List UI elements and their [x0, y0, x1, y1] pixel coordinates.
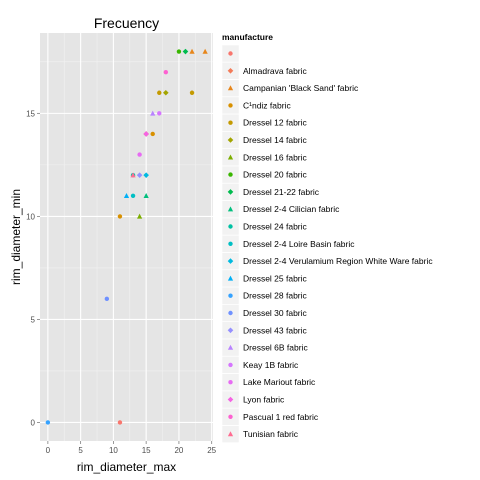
legend-marker — [228, 293, 233, 298]
legend-marker — [228, 241, 233, 246]
x-tick-label: 0 — [46, 446, 51, 455]
legend-label: Keay 1B fabric — [243, 360, 299, 370]
x-tick-label: 5 — [78, 446, 83, 455]
legend-label: Campanian 'Black Sand' fabric — [243, 83, 359, 93]
legend-marker — [228, 120, 233, 125]
y-tick-label: 10 — [26, 212, 35, 221]
data-point — [182, 48, 189, 55]
legend-marker — [227, 137, 234, 143]
legend-label: Dressel 6B fabric — [243, 343, 308, 353]
data-point — [189, 48, 195, 54]
legend-label: Almadrava fabric — [243, 66, 308, 76]
legend-label: Dressel 43 fabric — [243, 325, 308, 335]
legend-label: Dressel 14 fabric — [243, 135, 308, 145]
data-point — [130, 193, 136, 198]
data-point — [150, 131, 155, 137]
legend-marker — [227, 344, 234, 350]
data-point — [176, 49, 182, 54]
data-point — [130, 172, 136, 178]
legend-marker — [227, 396, 234, 403]
legend-marker — [227, 85, 234, 91]
legend-marker — [227, 68, 234, 74]
legend-label: Dressel 12 fabric — [243, 118, 308, 128]
legend-marker — [227, 189, 234, 195]
data-point — [163, 89, 169, 96]
legend-marker — [228, 51, 233, 56]
x-axis-title: rim_diameter_max — [77, 460, 176, 474]
legend-label: Lake Mariout fabric — [243, 377, 316, 387]
legend-label: Dressel 28 fabric — [243, 291, 308, 301]
legend-label: Dressel 21-22 fabric — [243, 187, 320, 197]
data-point — [163, 69, 169, 75]
y-axis-title: rim_diameter_min — [9, 189, 23, 285]
legend-label: Lyon fabric — [243, 395, 285, 405]
data-point — [143, 131, 149, 137]
legend-marker — [227, 206, 234, 212]
legend: Almadrava fabric Campanian 'Black Sand' f… — [221, 44, 433, 443]
y-tick-label: 5 — [31, 315, 36, 324]
data-point — [202, 48, 208, 54]
data-point — [117, 420, 123, 425]
legend-marker — [227, 258, 234, 264]
data-point — [157, 90, 162, 95]
data-point — [137, 152, 142, 157]
legend-marker — [228, 172, 233, 177]
x-tick-label: 25 — [207, 446, 216, 455]
legend-marker — [227, 431, 234, 437]
data-point — [45, 420, 51, 425]
data-points — [45, 48, 208, 425]
legend-marker — [227, 327, 234, 334]
data-point — [123, 192, 130, 198]
legend-label: Dressel 30 fabric — [243, 308, 308, 318]
x-tick-label: 10 — [109, 446, 118, 455]
data-point — [150, 110, 156, 116]
legend-label: Pascual 1 red fabric — [243, 412, 319, 422]
legend-marker — [228, 224, 233, 229]
legend-label: Dressel 24 fabric — [243, 222, 308, 232]
legend-marker — [228, 380, 233, 385]
legend-title: manufacture — [222, 32, 273, 42]
legend-label: Dressel 2-4 Loire Basin fabric — [243, 239, 355, 249]
data-point — [104, 296, 110, 302]
legend-label: Tunisian fabric — [243, 429, 299, 439]
data-point — [189, 90, 195, 95]
legend-marker — [228, 103, 233, 108]
legend-label: Dressel 25 fabric — [243, 273, 308, 283]
legend-marker — [228, 362, 233, 368]
plot-panel — [40, 33, 213, 441]
legend-label: Dressel 2-4 Cilician fabric — [243, 204, 340, 214]
legend-marker — [227, 275, 234, 281]
data-point — [137, 213, 143, 219]
data-point — [136, 172, 143, 178]
legend-label: Dressel 2-4 Verulamium Region White Ware… — [243, 256, 433, 266]
legend-label: Dressel 20 fabric — [243, 170, 308, 180]
data-point — [143, 172, 149, 178]
chart-title: Frecuency — [94, 15, 159, 31]
x-axis: 0 5 10 15 20 25 — [46, 441, 217, 455]
data-point — [117, 214, 123, 219]
grid-lines — [40, 33, 213, 441]
data-point — [143, 192, 149, 198]
legend-label: C¹ndiz fabric — [243, 100, 291, 110]
x-tick-label: 20 — [174, 446, 183, 455]
legend-marker — [228, 414, 233, 419]
y-tick-label: 0 — [31, 418, 36, 427]
y-axis: 0 5 10 15 — [26, 109, 40, 427]
data-point — [157, 111, 162, 116]
y-tick-label: 15 — [26, 109, 35, 118]
x-tick-label: 15 — [142, 446, 151, 455]
legend-marker — [228, 310, 233, 316]
legend-label: Dressel 16 fabric — [243, 152, 308, 162]
legend-marker — [227, 154, 234, 160]
